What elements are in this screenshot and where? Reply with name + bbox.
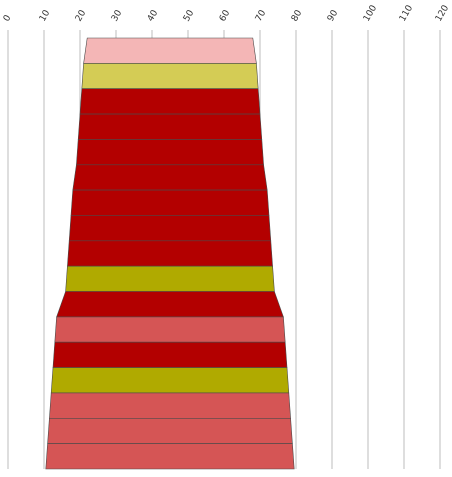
funnel-segment-12: [54, 316, 286, 343]
x-tick-label-80: 80: [290, 8, 305, 23]
funnel-segment-1: [83, 37, 257, 64]
funnel-segment-5: [76, 139, 264, 166]
funnel-segments: [45, 37, 295, 470]
x-tick-label-10: 10: [38, 8, 53, 23]
x-tick-label-70: 70: [254, 8, 269, 23]
funnel-segment-2: [81, 63, 259, 89]
funnel-segment-4: [77, 113, 263, 140]
funnel-segment-8: [68, 215, 272, 242]
funnel-segment-10: [65, 265, 275, 292]
funnel-segment-17: [45, 443, 295, 470]
x-tick-label-110: 110: [398, 3, 415, 23]
x-axis-tick-labels: 0 10 20 30 40 50 60 70 80 90 100 110 120: [2, 3, 451, 23]
x-tick-label-60: 60: [218, 8, 233, 23]
x-tick-label-50: 50: [182, 8, 197, 23]
funnel-segment-11: [56, 291, 284, 318]
funnel-segment-3: [79, 88, 261, 115]
x-tick-label-20: 20: [74, 8, 89, 23]
x-tick-label-30: 30: [110, 8, 125, 23]
funnel-segment-6: [72, 164, 268, 191]
x-tick-label-40: 40: [146, 8, 161, 23]
funnel-segment-15: [49, 392, 291, 419]
x-tick-label-100: 100: [362, 3, 379, 23]
funnel-segment-7: [70, 189, 270, 216]
funnel-segment-9: [67, 240, 273, 267]
x-tick-label-120: 120: [434, 3, 451, 23]
funnel-segment-16: [47, 417, 293, 444]
funnel-segment-14: [50, 367, 290, 394]
funnel-segment-13: [52, 341, 288, 368]
x-tick-label-0: 0: [2, 13, 14, 23]
x-tick-label-90: 90: [326, 8, 341, 23]
